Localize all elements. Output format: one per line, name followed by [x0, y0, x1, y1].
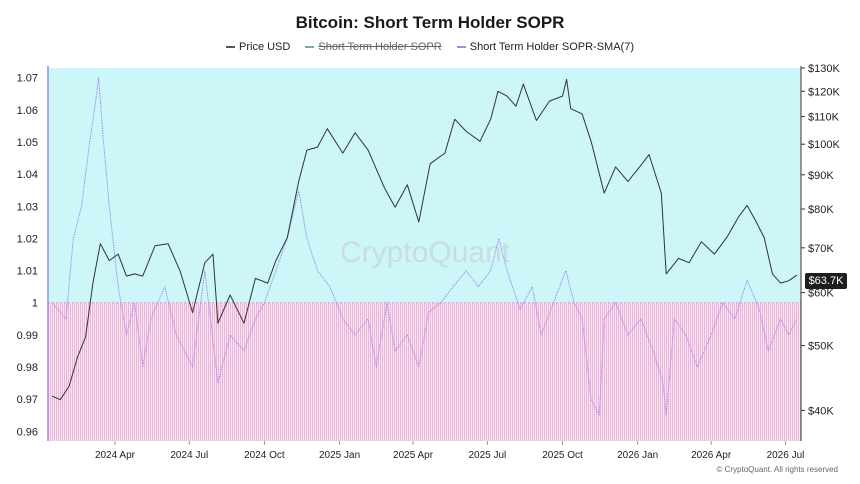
x-tick-label: 2026 Jan — [617, 450, 658, 461]
x-tick-label: 2026 Jul — [767, 450, 805, 461]
legend-item-sopr[interactable]: Short Term Holder SOPR — [305, 41, 442, 53]
watermark: CryptoQuant — [340, 236, 511, 269]
region-below-threshold — [48, 302, 801, 441]
x-tick-label: 2024 Apr — [95, 450, 136, 461]
series-line-price — [51, 78, 798, 401]
current-price-label: $63.7K — [805, 273, 847, 289]
right-tick-label: $80K — [808, 204, 834, 216]
x-tick-label: 2024 Oct — [244, 450, 285, 461]
left-tick-label: 1.04 — [17, 169, 38, 181]
chart-title: Bitcoin: Short Term Holder SOPR — [295, 13, 565, 32]
right-tick-label: $100K — [808, 139, 840, 151]
legend-label-sopr-sma: Short Term Holder SOPR-SMA(7) — [469, 41, 634, 53]
left-tick-label: 0.99 — [17, 330, 38, 342]
left-tick-label: 1.06 — [17, 105, 38, 117]
legend-item-sopr-sma[interactable]: Short Term Holder SOPR-SMA(7) — [456, 41, 634, 53]
x-tick-label: 2025 Jan — [319, 450, 360, 461]
right-tick-label: $130K — [808, 63, 840, 75]
legend-swatch-price — [226, 46, 235, 49]
region-above-threshold — [48, 68, 801, 303]
series-line-sopr-sma — [51, 77, 798, 416]
left-tick-label: 1.05 — [17, 137, 38, 149]
right-tick-label: $50K — [808, 341, 834, 353]
legend-item-price[interactable]: Price USD — [226, 41, 290, 53]
legend-swatch-sopr-sma — [456, 46, 466, 49]
right-tick-label: $120K — [808, 86, 840, 98]
x-tick-label: 2025 Oct — [542, 450, 583, 461]
left-tick-label: 1.01 — [17, 266, 38, 278]
right-tick-label: $70K — [808, 243, 834, 255]
left-tick-label: 0.98 — [17, 362, 38, 374]
left-tick-label: 1.07 — [17, 73, 38, 85]
left-tick-label: 1.02 — [17, 233, 38, 245]
legend-swatch-sopr — [305, 46, 315, 49]
x-tick-label: 2026 Apr — [691, 450, 732, 461]
x-tick-label: 2025 Jul — [468, 450, 506, 461]
left-tick-label: 0.97 — [17, 394, 38, 406]
left-tick-label: 0.96 — [17, 426, 38, 438]
x-tick-label: 2024 Jul — [170, 450, 208, 461]
left-tick-label: 1.03 — [17, 201, 38, 213]
left-tick-label: 1 — [32, 298, 38, 310]
right-tick-label: $60K — [808, 288, 834, 300]
legend-label-price: Price USD — [239, 41, 291, 53]
right-tick-label: $110K — [808, 112, 840, 124]
right-tick-label: $90K — [808, 170, 834, 182]
x-tick-label: 2025 Apr — [393, 450, 434, 461]
legend-label-sopr: Short Term Holder SOPR — [318, 41, 442, 53]
right-tick-label: $40K — [808, 405, 834, 417]
copyright-notice: © CryptoQuant. All rights reserved — [716, 465, 839, 474]
chart-legend: Price USD Short Term Holder SOPR Short T… — [0, 41, 860, 53]
